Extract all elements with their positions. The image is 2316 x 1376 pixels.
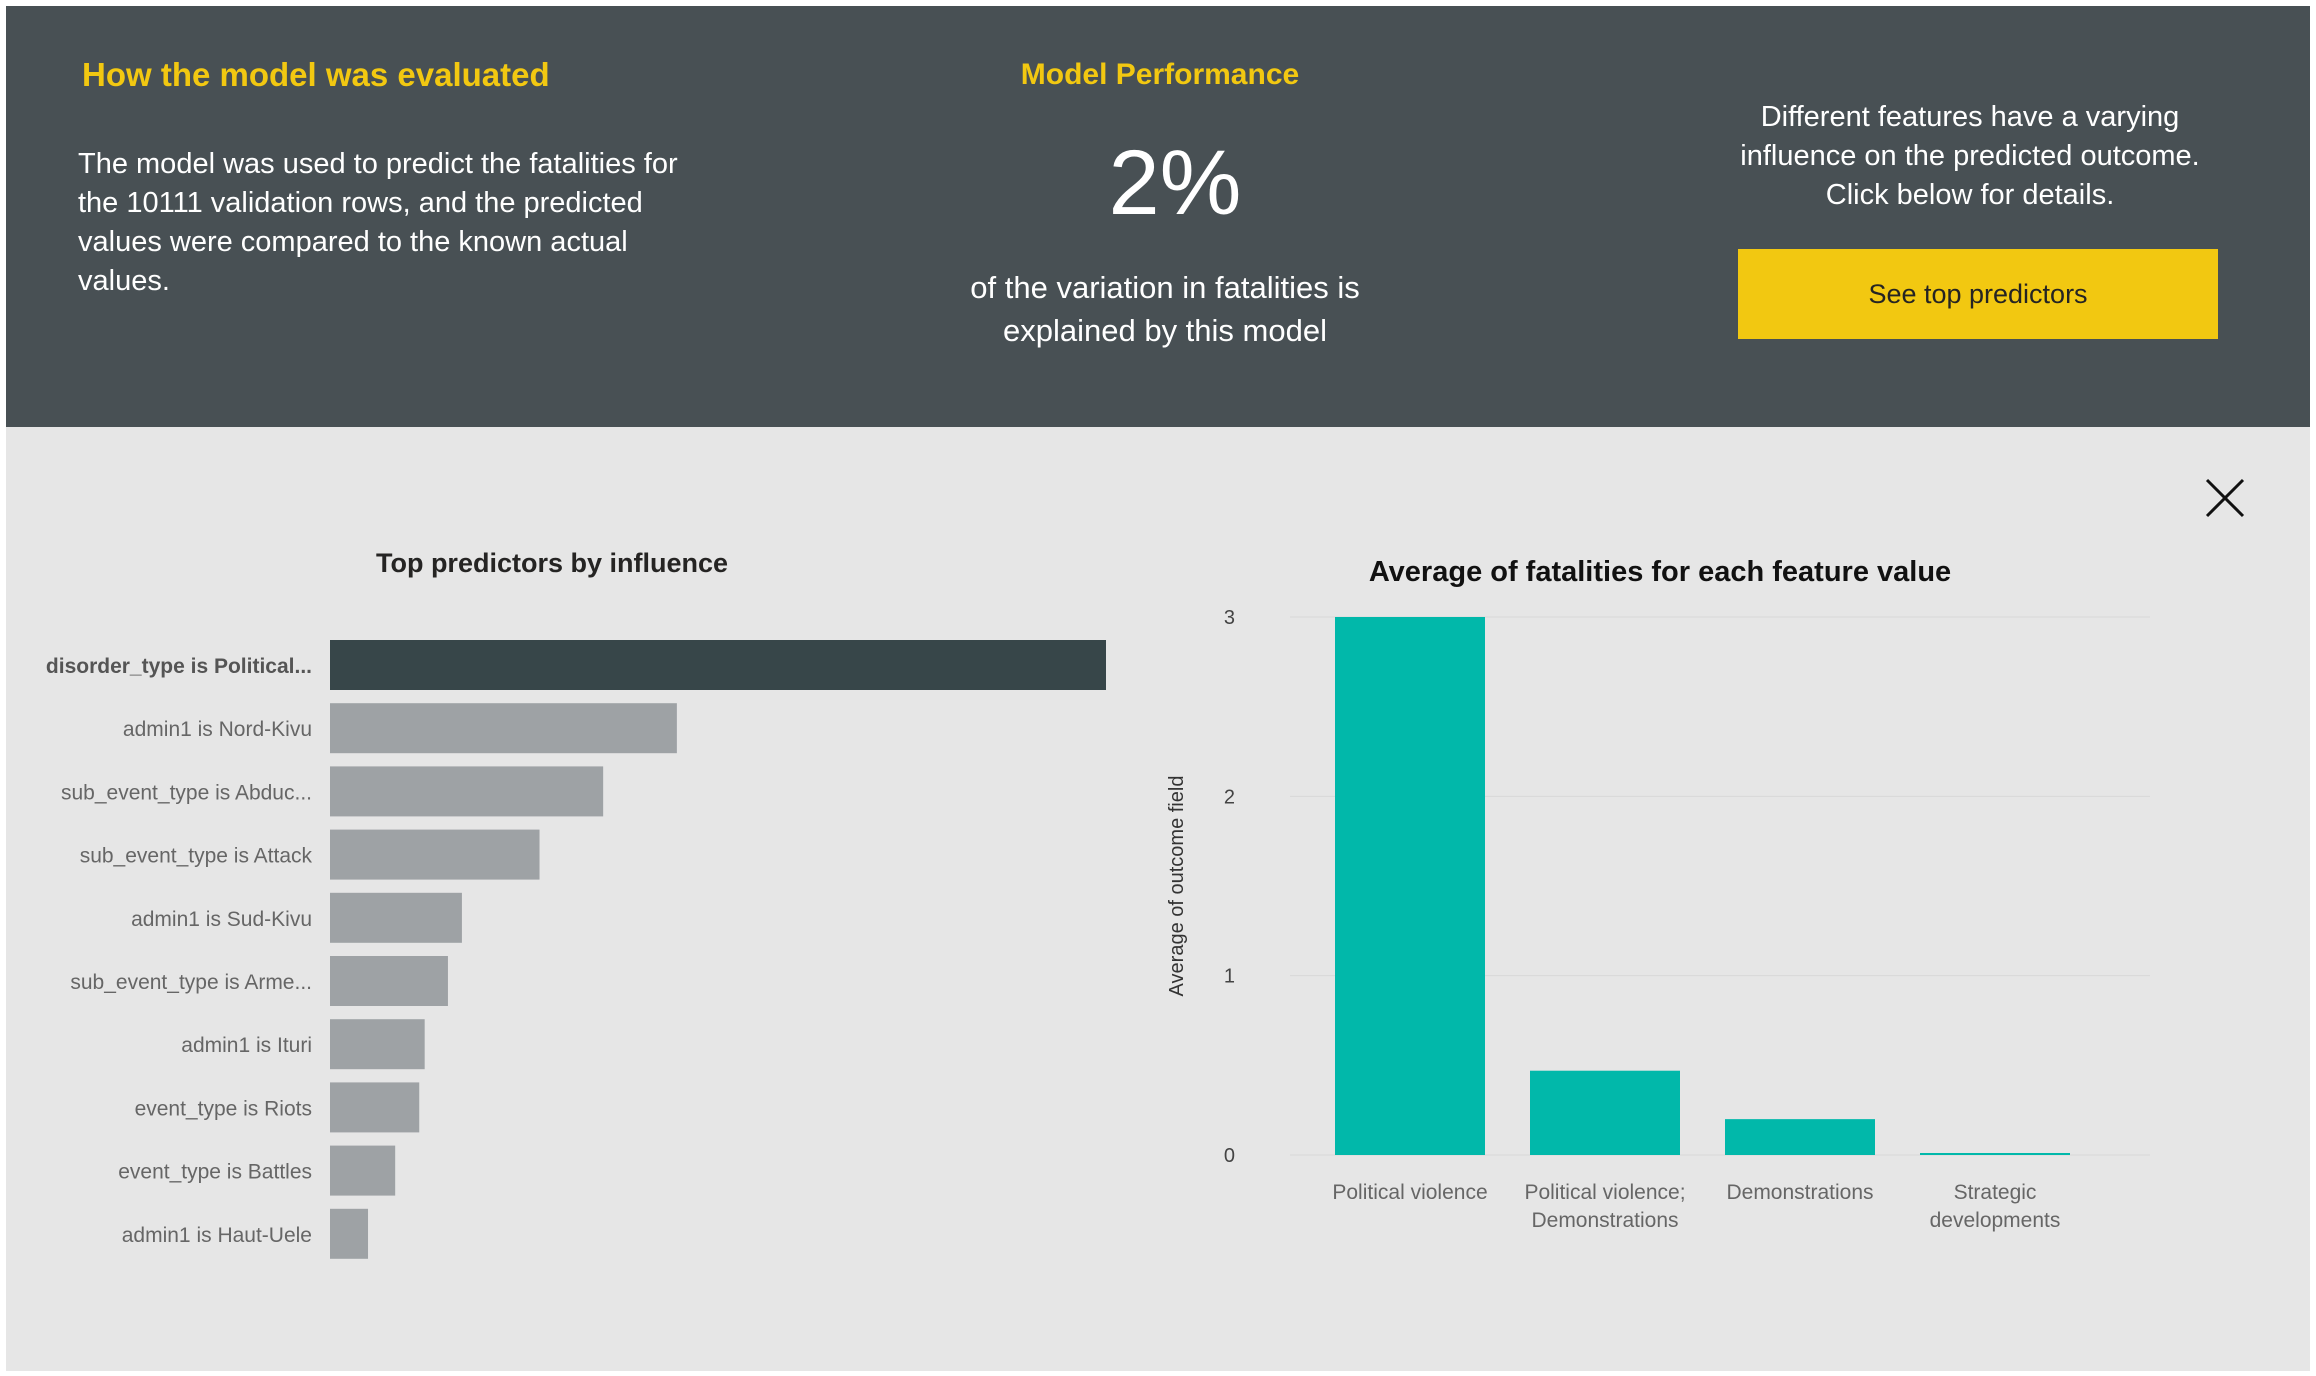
fatalities-bar[interactable]	[1335, 617, 1485, 1155]
predictor-label[interactable]: sub_event_type is Arme...	[70, 971, 312, 994]
predictor-label[interactable]: event_type is Riots	[135, 1097, 312, 1120]
fatalities-bar[interactable]	[1530, 1070, 1680, 1155]
predictor-bar[interactable]	[330, 829, 540, 880]
predictors-chart-title: Top predictors by influence	[376, 548, 728, 578]
predictor-bar[interactable]	[330, 1082, 420, 1133]
predictor-label[interactable]: admin1 is Sud-Kivu	[131, 908, 312, 931]
performance-value: 2%	[1108, 132, 1242, 234]
see-top-predictors-button[interactable]: See top predictors	[1738, 249, 2218, 339]
predictor-bar[interactable]	[330, 892, 462, 943]
predictor-bar[interactable]	[330, 766, 604, 817]
fatalities-bar[interactable]	[1920, 1153, 2070, 1155]
close-icon[interactable]	[2205, 478, 2245, 518]
predictor-label[interactable]: admin1 is Haut-Uele	[122, 1224, 312, 1247]
predictor-bar[interactable]	[330, 703, 677, 754]
fatalities-chart-title: Average of fatalities for each feature v…	[1369, 556, 1951, 588]
features-description: Different features have a varying influe…	[1740, 101, 2200, 211]
y-tick-label: 0	[1224, 1145, 1235, 1167]
predictor-label[interactable]: admin1 is Ituri	[181, 1034, 312, 1057]
predictor-label[interactable]: admin1 is Nord-Kivu	[123, 718, 312, 741]
x-tick-label: Strategic developments	[1930, 1181, 2061, 1232]
predictor-bar[interactable]	[330, 956, 448, 1006]
predictor-label[interactable]: sub_event_type is Abduc...	[61, 781, 312, 804]
predictor-bar[interactable]	[330, 1145, 396, 1196]
performance-description: of the variation in fatalities is explai…	[970, 270, 1360, 348]
predictor-label[interactable]: event_type is Battles	[118, 1161, 312, 1184]
x-tick-label: Political violence; Demonstrations	[1524, 1181, 1685, 1232]
model-summary-panel	[6, 6, 2310, 427]
y-tick-label: 2	[1224, 786, 1235, 808]
y-tick-label: 1	[1224, 966, 1235, 988]
predictor-bar[interactable]	[330, 640, 1106, 690]
evaluation-title: How the model was evaluated	[82, 56, 550, 93]
x-tick-label: Political violence	[1332, 1181, 1487, 1204]
y-axis-label: Average of outcome field	[1166, 776, 1188, 997]
fatalities-bar[interactable]	[1725, 1119, 1875, 1155]
predictor-label[interactable]: disorder_type is Political...	[46, 655, 312, 678]
performance-title: Model Performance	[1020, 58, 1300, 91]
x-tick-label: Demonstrations	[1726, 1181, 1873, 1204]
y-tick-label: 3	[1224, 607, 1235, 629]
predictor-bar[interactable]	[330, 1019, 425, 1070]
predictor-label[interactable]: sub_event_type is Attack	[80, 845, 313, 868]
predictor-bar[interactable]	[330, 1208, 369, 1259]
evaluation-description: The model was used to predict the fatali…	[78, 148, 678, 297]
